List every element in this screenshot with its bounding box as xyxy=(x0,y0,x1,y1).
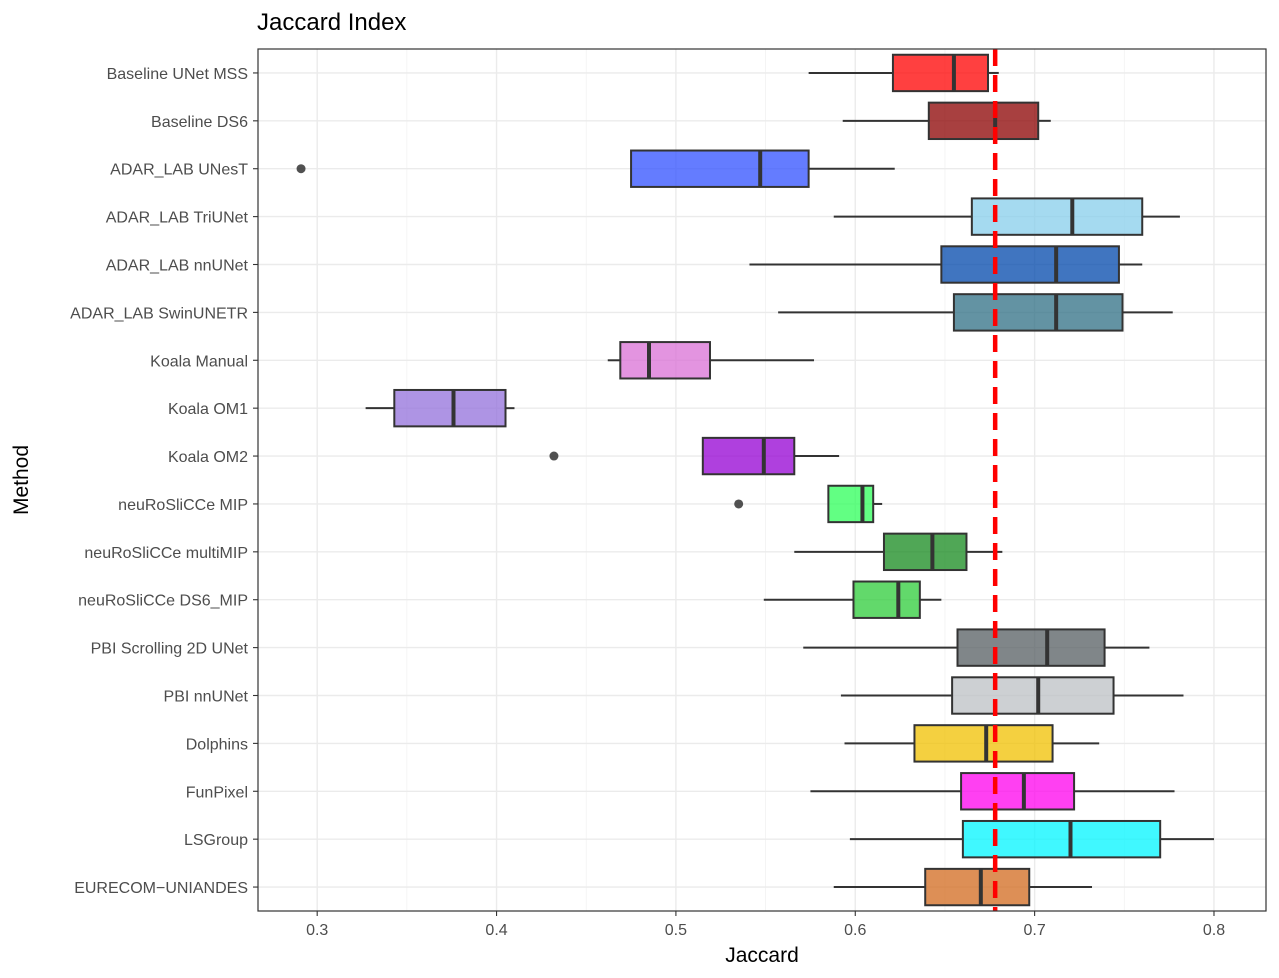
iqr-box xyxy=(619,341,711,380)
x-tick-label: 0.8 xyxy=(1203,922,1225,939)
box-group xyxy=(844,724,1100,763)
box-group xyxy=(778,293,1173,332)
iqr-box xyxy=(970,197,1144,236)
box-series xyxy=(296,53,1214,907)
iqr-box xyxy=(913,724,1054,763)
category-label: ADAR_LAB SwinUNETR xyxy=(70,305,248,322)
category-label: PBI nnUNet xyxy=(164,689,249,706)
category-label: ADAR_LAB nnUNet xyxy=(106,258,249,275)
box-group xyxy=(296,149,895,188)
category-label: Koala Manual xyxy=(150,353,248,370)
box-group xyxy=(803,628,1150,667)
box-group xyxy=(549,436,840,476)
category-label: LSGroup xyxy=(184,832,248,849)
outlier-point xyxy=(734,499,744,509)
x-tick-label: 0.3 xyxy=(306,922,328,939)
iqr-box xyxy=(701,436,796,476)
iqr-box xyxy=(882,532,968,572)
iqr-box xyxy=(891,53,989,93)
chart-title: Jaccard Index xyxy=(257,9,406,36)
x-tick-label: 0.5 xyxy=(665,922,687,939)
category-label: Koala OM2 xyxy=(168,449,248,466)
iqr-box xyxy=(924,867,1031,907)
box-group xyxy=(810,772,1175,811)
box-group xyxy=(840,676,1184,715)
x-tick-label: 0.4 xyxy=(485,922,507,939)
iqr-box xyxy=(960,772,1076,811)
category-label: Koala OM1 xyxy=(168,401,248,418)
box-group xyxy=(794,532,1003,572)
box-group xyxy=(734,484,883,524)
outlier-point xyxy=(296,164,306,174)
axes: 0.3 0.4 0.5 0.6 0.7 0.8 Baseline UNet MSS Basel… xyxy=(70,66,1225,939)
category-label: PBI Scrolling 2D UNet xyxy=(91,641,249,658)
box-group xyxy=(842,101,1051,141)
iqr-box xyxy=(956,628,1106,667)
category-label: ADAR_LAB UNesT xyxy=(110,162,248,179)
category-label: Dolphins xyxy=(186,736,248,753)
iqr-box xyxy=(952,293,1124,332)
box-group xyxy=(607,341,815,380)
plot-panel-border xyxy=(257,48,1267,912)
iqr-box xyxy=(951,676,1115,715)
iqr-box xyxy=(961,819,1162,859)
iqr-box xyxy=(927,101,1040,141)
x-tick-label: 0.7 xyxy=(1024,922,1046,939)
category-label: ADAR_LAB TriUNet xyxy=(106,210,249,227)
box-group xyxy=(833,867,1093,907)
box-group xyxy=(808,53,999,93)
category-label: FunPixel xyxy=(186,784,248,801)
x-tick-label: 0.6 xyxy=(844,922,866,939)
category-label: neuRoSliCCe DS6_MIP xyxy=(78,593,248,610)
category-label: neuRoSliCCe multiMIP xyxy=(84,545,248,562)
category-label: Baseline DS6 xyxy=(151,114,248,131)
box-group xyxy=(749,245,1143,284)
box-group xyxy=(849,819,1214,859)
box-group xyxy=(833,197,1180,236)
iqr-box xyxy=(940,245,1120,284)
iqr-box xyxy=(827,484,875,524)
category-label: Baseline UNet MSS xyxy=(107,66,248,83)
box-group xyxy=(365,388,515,428)
iqr-box xyxy=(630,149,810,188)
iqr-box xyxy=(393,388,507,428)
x-axis-title: Jaccard xyxy=(725,944,799,967)
outlier-point xyxy=(549,451,559,461)
category-label: EURECOM−UNIANDES xyxy=(74,880,248,897)
iqr-box xyxy=(852,580,921,619)
box-group xyxy=(763,580,942,619)
y-axis-title: Method xyxy=(10,445,33,515)
category-label: neuRoSliCCe MIP xyxy=(118,497,248,514)
